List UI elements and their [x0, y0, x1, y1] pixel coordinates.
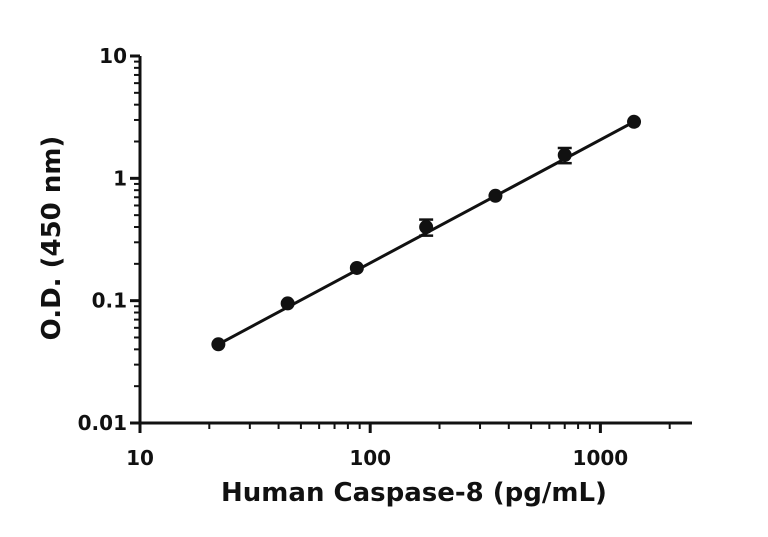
x-tick-label: 1000: [573, 446, 629, 470]
data-point: [557, 148, 572, 163]
data-point: [419, 220, 434, 235]
y-axis-title: O.D. (450 nm): [37, 136, 67, 341]
y-tick-label: 1: [113, 166, 127, 190]
data-points: [211, 114, 642, 352]
y-tick-label: 0.1: [92, 289, 127, 313]
data-point: [488, 188, 503, 203]
y-tick-label: 0.01: [78, 411, 127, 435]
y-tick-label: 10: [99, 44, 127, 68]
x-tick-label: 100: [349, 446, 391, 470]
data-point: [211, 337, 226, 352]
x-axis-title: Human Caspase-8 (pg/mL): [221, 478, 607, 508]
axes: 0.01 0.1 1 10 10 100 1000: [78, 44, 692, 470]
data-point: [280, 296, 295, 311]
data-point: [627, 114, 642, 129]
data-point: [349, 260, 364, 275]
x-tick-label: 10: [126, 446, 154, 470]
